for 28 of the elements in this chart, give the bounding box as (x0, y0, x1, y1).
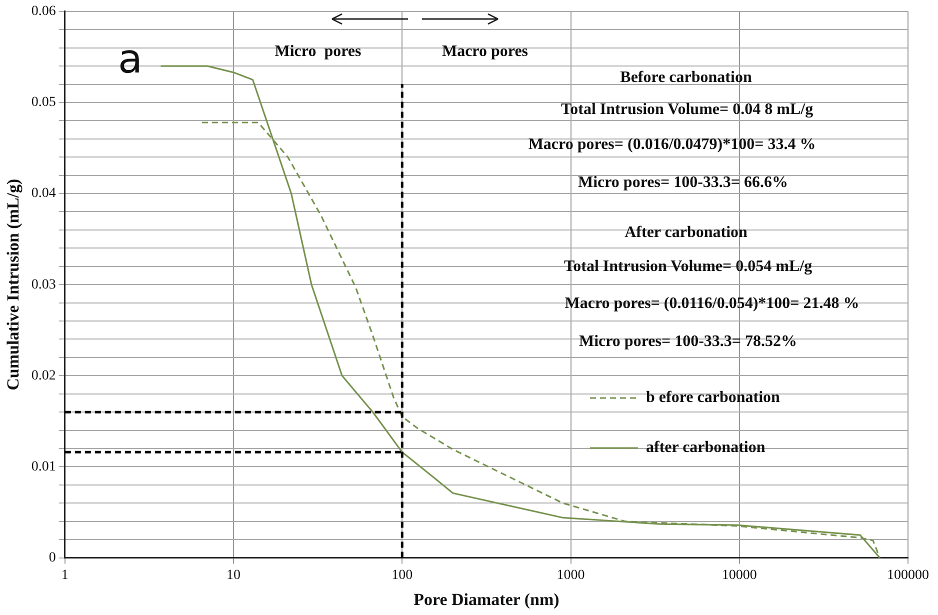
annotation: Micro pores (274, 43, 362, 60)
annotation: Micro pores= 100-33.3= 78.52% (578, 333, 798, 350)
annotation: Macro pores= (0.0116/0.054)*100= 21.48 % (564, 295, 860, 312)
y-axis-title: Cumulative Intrusion (mL/g) (4, 178, 23, 390)
annotation: Total Intrusion Volume= 0.04 8 mL/g (560, 101, 814, 118)
x-tick-label: 100000 (887, 568, 929, 583)
y-tick-label: 0.02 (31, 368, 56, 384)
annotation: Before carbonation (620, 69, 752, 86)
x-tick-label: 10 (226, 568, 241, 583)
x-tick-label: 10000 (722, 568, 757, 583)
annotation: Micro pores= 100-33.3= 66.6% (578, 174, 788, 192)
x-axis-title: Pore Diamater (nm) (414, 590, 560, 610)
annotation: Total Intrusion Volume= 0.054 mL/g (564, 258, 812, 276)
y-tick-label: 0 (48, 550, 56, 566)
annotation: a (118, 36, 143, 82)
annotation: Macro pores= (0.016/0.0479)*100= 33.4 % (528, 136, 816, 154)
x-tick-label: 1000 (556, 568, 585, 583)
x-tick-label: 1 (61, 568, 68, 583)
y-tick-label: 0.01 (31, 459, 56, 474)
y-tick-label: 0.03 (31, 277, 56, 292)
y-tick-label: 0.04 (31, 186, 56, 202)
legend-label: b efore carbonation (646, 389, 780, 406)
y-tick-label: 0.05 (31, 95, 56, 110)
x-tick-label: 100 (392, 568, 413, 583)
annotation: After carbonation (624, 224, 748, 242)
y-tick-label: 0.06 (31, 4, 56, 20)
annotation: Macro pores (442, 43, 528, 60)
legend-label: after carbonation (646, 439, 766, 456)
